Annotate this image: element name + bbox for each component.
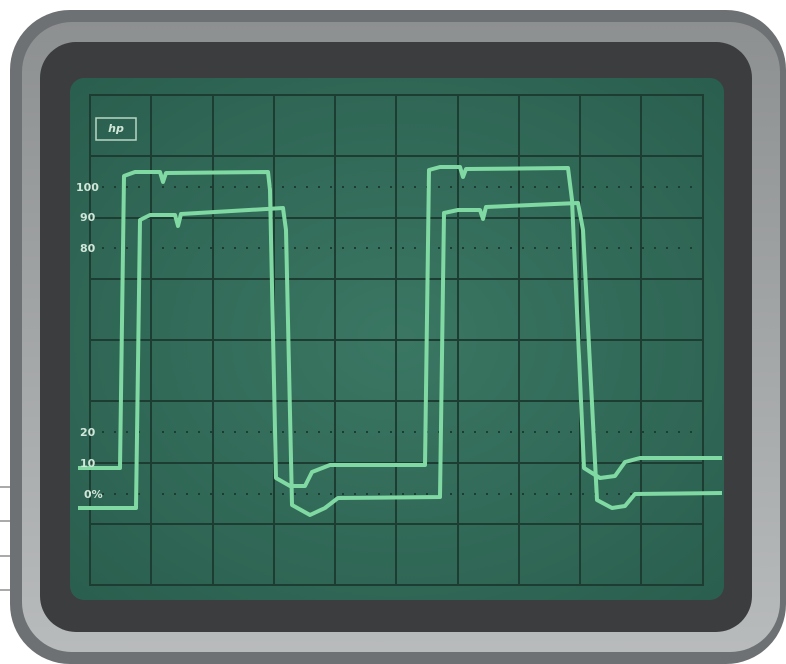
scale-label: 10 [80, 457, 96, 470]
scale-label: 80 [80, 242, 96, 255]
trace-lower [78, 201, 723, 517]
scale-label: 20 [80, 426, 96, 439]
logo: hp [108, 122, 124, 135]
scale-label: 0% [84, 488, 103, 501]
graticule [89, 94, 704, 586]
scale-label: 90 [80, 211, 96, 224]
logo-frame [95, 117, 137, 141]
scale-label: 100 [76, 181, 99, 194]
trace-upper [78, 165, 722, 488]
